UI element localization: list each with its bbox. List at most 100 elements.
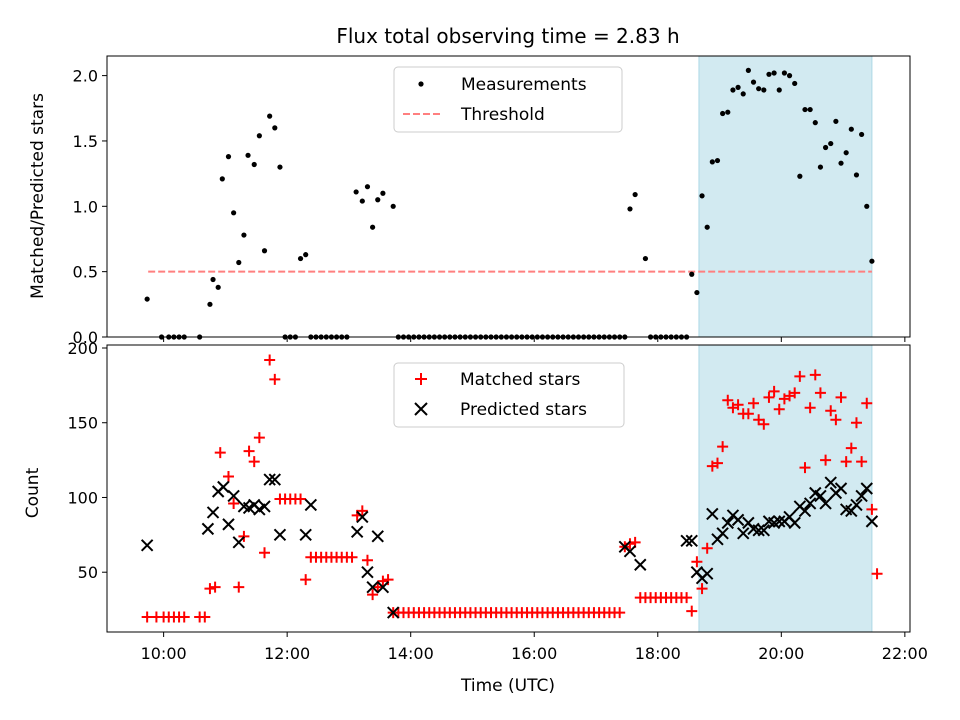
- predicted-star-point: [721, 516, 734, 530]
- measurement-point: [272, 125, 278, 131]
- measurement-point: [859, 131, 865, 138]
- measurement-point: [709, 159, 715, 165]
- measurement-point: [251, 161, 257, 168]
- measurement-point: [807, 106, 813, 113]
- measurement-point: [786, 73, 793, 79]
- matched-star-point: [866, 503, 878, 515]
- matched-star-point: [377, 575, 389, 587]
- measurement-point: [735, 84, 741, 90]
- measurement-point: [740, 91, 746, 97]
- measurement-point: [853, 172, 860, 178]
- measurements-legend-swatch: [418, 81, 424, 87]
- matched-star-point: [214, 447, 226, 459]
- matched-star-point: [209, 581, 221, 593]
- measurement-point: [822, 144, 829, 151]
- count-marks: [140, 354, 883, 623]
- measurement-point: [756, 86, 762, 92]
- predicted-star-point: [773, 515, 786, 528]
- measurement-point: [812, 120, 818, 126]
- measurement-point: [642, 255, 649, 262]
- matched-star-point: [372, 581, 384, 593]
- matched-star-point: [264, 354, 276, 366]
- matched-star-point: [295, 493, 307, 505]
- measurement-point: [730, 87, 736, 93]
- measurement-point: [864, 203, 870, 209]
- plot-frame: [106, 55, 911, 338]
- predicted-star-point: [706, 507, 719, 521]
- measurement-point: [817, 164, 824, 170]
- ratio-y-axis-label: Matched/Predicted stars: [28, 93, 48, 299]
- measurement-point: [277, 164, 283, 170]
- matched-star-point: [768, 385, 780, 397]
- matched-star-point: [722, 394, 734, 406]
- x-tick-label: 22:00: [882, 644, 928, 663]
- count-y-axis-label: Count: [23, 467, 43, 518]
- x-tick-label: 12:00: [264, 644, 310, 663]
- highlight-band: [698, 55, 873, 338]
- predicted-star-point: [834, 482, 848, 495]
- measurement-point: [210, 276, 216, 283]
- threshold-legend-label: Threshold: [460, 105, 545, 125]
- y-tick-label: 50: [78, 563, 98, 582]
- ratio-legend-frame: [393, 66, 623, 133]
- matched-star-point: [356, 505, 368, 517]
- measurement-point: [241, 232, 247, 238]
- y-tick-label: 0.0: [73, 328, 98, 347]
- predicted-star-point: [299, 528, 312, 542]
- measurement-point: [225, 154, 232, 160]
- matched-star-point: [701, 542, 713, 554]
- matched-star-point: [717, 441, 729, 453]
- x-tick-label: 18:00: [635, 644, 681, 663]
- predicted-star-point: [685, 534, 698, 548]
- matched-star-point: [346, 551, 358, 563]
- measurement-point: [297, 255, 304, 262]
- measurement-point: [245, 152, 251, 158]
- measurement-point: [215, 284, 221, 290]
- matched-legend-swatch: [415, 373, 427, 385]
- matched-star-point: [367, 589, 379, 601]
- matched-star-point: [850, 417, 862, 429]
- measurements-legend-label: Measurements: [461, 75, 587, 95]
- x-tick-label: 16:00: [511, 644, 557, 663]
- x-tick-label: 10:00: [141, 644, 187, 663]
- ratio-legend: Measurements Threshold: [393, 66, 623, 133]
- measurement-point: [848, 126, 854, 132]
- measurement-point: [267, 113, 273, 119]
- predicted-legend-label: Predicted stars: [460, 400, 587, 420]
- measurement-point: [714, 157, 721, 164]
- matched-star-point: [253, 432, 265, 444]
- matched-star-point: [141, 611, 153, 623]
- predicted-star-point: [860, 482, 873, 495]
- matched-star-point: [199, 611, 211, 623]
- measurement-point: [781, 70, 788, 76]
- measurement-point: [303, 252, 309, 258]
- matched-star-point: [614, 607, 626, 619]
- predicted-star-point: [371, 530, 384, 543]
- matched-star-point: [789, 387, 801, 399]
- measurement-point: [838, 160, 844, 166]
- matched-star-point: [382, 574, 394, 586]
- predicted-star-point: [634, 558, 647, 571]
- measurement-point: [370, 224, 376, 230]
- chart-title: Flux total observing time = 2.83 h: [336, 24, 679, 48]
- y-tick-label: 1.5: [73, 132, 98, 151]
- measurement-point: [256, 133, 262, 139]
- measurement-point: [353, 189, 359, 195]
- x-tick-label: 20:00: [758, 644, 804, 663]
- measurement-point: [725, 109, 731, 115]
- measurement-point: [699, 193, 705, 199]
- measurement-point: [745, 67, 751, 73]
- matched-star-point: [742, 408, 754, 420]
- predicted-star-point: [273, 528, 287, 542]
- measurement-point: [792, 80, 798, 87]
- y-tick-label: 1.0: [73, 197, 98, 216]
- plot-frame: [106, 344, 911, 633]
- count-panel: 50 100 150 200 10:00 12:00 14:00 16:00 18:00 20:0…: [23, 339, 928, 696]
- matched-star-point: [809, 369, 821, 381]
- y-tick-label: 150: [67, 414, 98, 433]
- matched-star-point: [696, 583, 708, 595]
- measurement-point: [207, 301, 213, 307]
- y-tick-label: 2.0: [73, 67, 98, 86]
- predicted-star-point: [752, 524, 765, 537]
- ratio-axes: 0.0 0.5 1.0 1.5 2.0: [73, 55, 911, 347]
